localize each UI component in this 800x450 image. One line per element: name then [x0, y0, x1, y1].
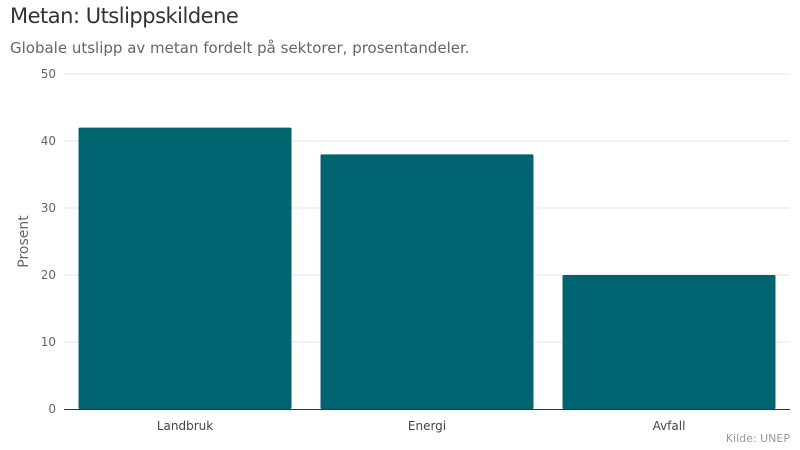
bar-energi	[320, 154, 534, 409]
y-tick-label: 30	[41, 201, 56, 215]
x-tick-label: Avfall	[653, 419, 686, 433]
y-tick-label: 0	[48, 402, 56, 416]
y-tick-label: 50	[41, 67, 56, 81]
y-tick-label: 10	[41, 335, 56, 349]
bar-avfall	[562, 275, 776, 409]
chart-subtitle: Globale utslipp av metan fordelt på sekt…	[10, 39, 470, 57]
y-axis-label: Prosent	[16, 215, 32, 268]
y-tick-label: 20	[41, 268, 56, 282]
bar-landbruk	[78, 127, 292, 409]
x-tick-label: Landbruk	[157, 419, 213, 433]
y-tick-label: 40	[41, 134, 56, 148]
source-note: Kilde: UNEP	[725, 432, 790, 445]
chart-title: Metan: Utslippskildene	[10, 4, 239, 28]
x-tick-label: Energi	[408, 419, 446, 433]
